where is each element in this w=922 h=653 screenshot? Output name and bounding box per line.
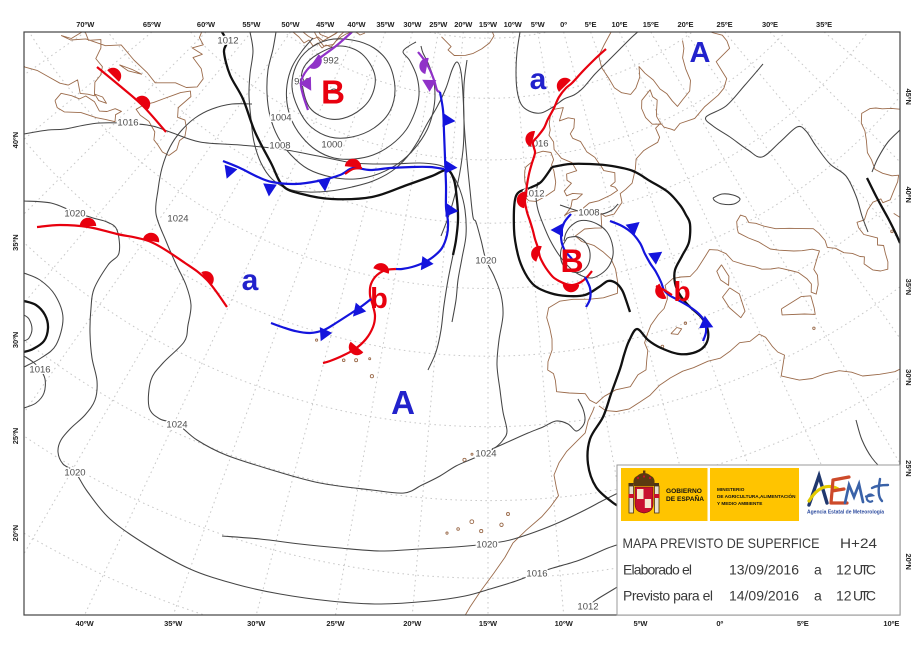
svg-text:35ºW: 35ºW <box>164 619 183 628</box>
svg-text:992: 992 <box>323 56 339 67</box>
svg-text:45ºW: 45ºW <box>316 20 335 29</box>
svg-text:40ºN: 40ºN <box>11 132 20 149</box>
svg-text:UTC: UTC <box>853 562 876 578</box>
svg-text:15ºW: 15ºW <box>479 619 498 628</box>
svg-text:13/09/2016: 13/09/2016 <box>729 562 799 578</box>
svg-text:30ºN: 30ºN <box>904 369 913 386</box>
svg-text:5ºE: 5ºE <box>797 619 809 628</box>
svg-text:A: A <box>690 37 711 69</box>
svg-text:70ºW: 70ºW <box>76 20 95 29</box>
svg-text:55ºW: 55ºW <box>242 20 261 29</box>
svg-text:DE AGRICULTURA,ALIMENTACIÓN: DE AGRICULTURA,ALIMENTACIÓN <box>717 492 796 499</box>
svg-text:1004: 1004 <box>270 113 291 124</box>
svg-text:10ºW: 10ºW <box>555 619 574 628</box>
svg-text:1024: 1024 <box>475 449 496 460</box>
svg-text:10ºW: 10ºW <box>504 20 523 29</box>
svg-text:A: A <box>391 384 415 421</box>
svg-text:25ºW: 25ºW <box>326 619 345 628</box>
svg-text:30ºW: 30ºW <box>403 20 422 29</box>
svg-text:1020: 1020 <box>64 468 85 479</box>
svg-text:20ºE: 20ºE <box>677 20 693 29</box>
svg-text:20ºN: 20ºN <box>11 525 20 542</box>
svg-text:25ºN: 25ºN <box>904 460 913 477</box>
svg-text:Elaborado el: Elaborado el <box>623 562 692 578</box>
svg-text:25ºW: 25ºW <box>429 20 448 29</box>
svg-text:1012: 1012 <box>217 36 238 47</box>
svg-text:10ºE: 10ºE <box>611 20 627 29</box>
svg-text:25ºE: 25ºE <box>717 20 733 29</box>
svg-text:1020: 1020 <box>64 209 85 220</box>
svg-text:b: b <box>370 283 388 315</box>
svg-text:1008: 1008 <box>578 208 599 219</box>
svg-text:60ºW: 60ºW <box>197 20 216 29</box>
svg-text:65ºW: 65ºW <box>143 20 162 29</box>
svg-text:35ºE: 35ºE <box>816 20 832 29</box>
svg-text:1016: 1016 <box>29 365 50 376</box>
svg-text:30ºW: 30ºW <box>247 619 266 628</box>
svg-text:40ºW: 40ºW <box>347 20 366 29</box>
svg-text:a: a <box>242 264 259 297</box>
svg-text:5ºW: 5ºW <box>531 20 546 29</box>
svg-text:a: a <box>814 588 822 604</box>
svg-text:1016: 1016 <box>117 118 138 129</box>
svg-text:30ºE: 30ºE <box>762 20 778 29</box>
svg-text:1020: 1020 <box>476 540 497 551</box>
svg-text:1020: 1020 <box>475 256 496 267</box>
svg-text:UTC: UTC <box>853 588 876 604</box>
svg-text:MINISTERIO: MINISTERIO <box>717 487 745 492</box>
svg-text:5ºE: 5ºE <box>585 20 597 29</box>
svg-text:Previsto para el: Previsto para el <box>623 588 713 604</box>
svg-text:B: B <box>321 74 345 111</box>
svg-text:DE ESPAÑA: DE ESPAÑA <box>666 494 704 503</box>
svg-text:40ºN: 40ºN <box>904 186 913 203</box>
svg-text:1012: 1012 <box>577 602 598 613</box>
svg-text:H+24: H+24 <box>840 535 877 551</box>
svg-text:10ºE: 10ºE <box>883 619 899 628</box>
svg-text:1000: 1000 <box>321 140 342 151</box>
svg-text:25ºN: 25ºN <box>11 428 20 445</box>
svg-text:20ºW: 20ºW <box>403 619 422 628</box>
svg-text:Y MEDIO AMBIENTE: Y MEDIO AMBIENTE <box>717 501 762 506</box>
svg-text:Agencia Estatal de Meteorologí: Agencia Estatal de Meteorología <box>807 510 885 516</box>
svg-text:15ºE: 15ºE <box>643 20 659 29</box>
svg-text:0º: 0º <box>716 619 723 628</box>
svg-text:b: b <box>673 276 690 307</box>
svg-text:5ºW: 5ºW <box>634 619 649 628</box>
svg-text:40ºW: 40ºW <box>76 619 95 628</box>
svg-text:35ºW: 35ºW <box>376 20 395 29</box>
svg-text:35ºN: 35ºN <box>11 234 20 251</box>
svg-text:20ºW: 20ºW <box>454 20 473 29</box>
svg-text:0º: 0º <box>560 20 567 29</box>
svg-text:1024: 1024 <box>166 420 187 431</box>
svg-text:20ºN: 20ºN <box>904 553 913 570</box>
svg-text:45ºN: 45ºN <box>904 88 913 105</box>
svg-text:35ºN: 35ºN <box>904 279 913 296</box>
svg-text:1008: 1008 <box>269 141 290 152</box>
svg-text:30ºN: 30ºN <box>11 332 20 349</box>
svg-text:1024: 1024 <box>167 214 188 225</box>
svg-text:a: a <box>530 63 547 96</box>
svg-text:50ºW: 50ºW <box>281 20 300 29</box>
svg-text:14/09/2016: 14/09/2016 <box>729 588 799 604</box>
svg-text:12: 12 <box>836 562 852 578</box>
svg-text:B: B <box>560 243 583 279</box>
svg-text:12: 12 <box>836 588 852 604</box>
svg-text:GOBIERNO: GOBIERNO <box>666 488 702 495</box>
svg-text:MAPA PREVISTO DE SUPERFICE: MAPA PREVISTO DE SUPERFICE <box>623 535 820 551</box>
svg-text:a: a <box>814 562 822 578</box>
svg-text:15ºW: 15ºW <box>479 20 498 29</box>
svg-text:1016: 1016 <box>526 569 547 580</box>
